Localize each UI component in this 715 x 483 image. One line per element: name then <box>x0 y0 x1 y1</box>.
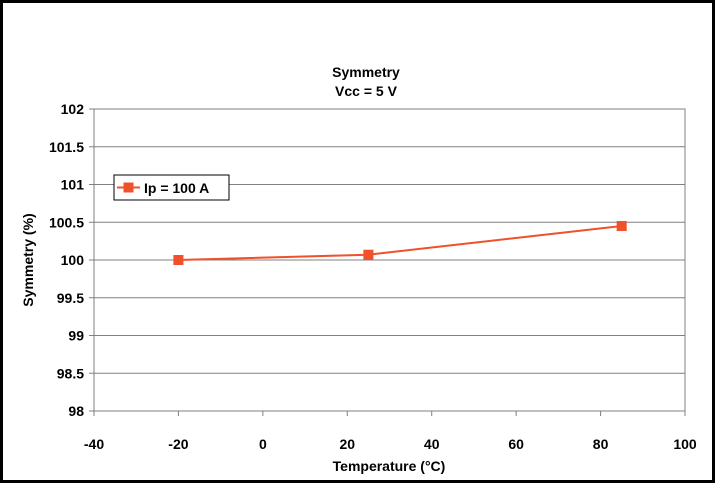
data-point-marker <box>616 221 627 232</box>
y-tick-label: 100 <box>61 252 85 268</box>
data-point-marker <box>363 249 374 260</box>
x-tick-label: -20 <box>168 436 188 452</box>
x-tick-label: 80 <box>593 436 609 452</box>
chart-title: Symmetry <box>332 64 400 80</box>
x-tick-label: 0 <box>259 436 267 452</box>
y-tick-label: 98 <box>68 403 84 419</box>
x-tick-label: 40 <box>424 436 440 452</box>
y-axis-label: Symmetry (%) <box>20 213 36 306</box>
legend: Ip = 100 A <box>113 174 230 201</box>
y-tick-label: 101.5 <box>49 139 84 155</box>
y-tick-label: 101 <box>61 177 85 193</box>
data-point-marker <box>173 255 184 265</box>
chart-subtitle: Vcc = 5 V <box>335 83 398 99</box>
x-tick-label: 60 <box>508 436 524 452</box>
x-tick-label: 20 <box>339 436 355 452</box>
series <box>173 221 627 265</box>
x-tick-label: 100 <box>673 436 697 452</box>
x-axis-label: Temperature (°C) <box>333 458 446 474</box>
x-tick-label: -40 <box>84 436 104 452</box>
legend-label: Ip = 100 A <box>144 180 209 196</box>
axis-ticks: 98 98.5 99 99.5 100 100.5 101 101.5 102 -40 -20 0 20… <box>49 101 697 452</box>
y-tick-label: 100.5 <box>49 214 84 230</box>
y-tick-label: 99.5 <box>57 290 84 306</box>
legend-swatch-marker <box>123 182 134 193</box>
y-tick-label: 98.5 <box>57 365 84 381</box>
y-tick-label: 102 <box>61 101 85 117</box>
y-tick-label: 99 <box>68 328 84 344</box>
